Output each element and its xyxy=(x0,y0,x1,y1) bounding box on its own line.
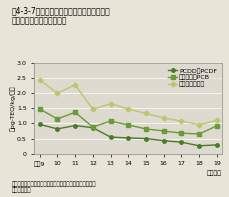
コプラナーPCB xyxy=(180,132,183,134)
Line: コプラナーPCB: コプラナーPCB xyxy=(38,107,218,136)
コプラナーPCB xyxy=(56,118,59,120)
PCDD＋PCDF xyxy=(180,141,183,143)
ダイオキシン類 xyxy=(144,112,147,115)
ダイオキシン類 xyxy=(127,108,130,110)
PCDD＋PCDF xyxy=(127,137,130,139)
コプラナーPCB xyxy=(38,108,41,110)
ダイオキシン類 xyxy=(38,78,41,81)
コプラナーPCB xyxy=(144,128,147,130)
ダイオキシン類 xyxy=(91,108,94,111)
PCDD＋PCDF xyxy=(144,137,147,140)
Legend: PCDD＋PCDF, コプラナーPCB, ダイオキシン類: PCDD＋PCDF, コプラナーPCB, ダイオキシン類 xyxy=(166,66,219,89)
Line: ダイオキシン類: ダイオキシン類 xyxy=(38,78,218,126)
PCDD＋PCDF xyxy=(91,126,94,129)
PCDD＋PCDF xyxy=(56,128,59,130)
ダイオキシン類 xyxy=(56,92,59,94)
Line: PCDD＋PCDF: PCDD＋PCDF xyxy=(38,123,218,148)
コプラナーPCB xyxy=(74,111,76,113)
Text: （年度）: （年度） xyxy=(207,170,222,176)
コプラナーPCB xyxy=(162,130,165,132)
ダイオキシン類 xyxy=(109,103,112,105)
PCDD＋PCDF xyxy=(74,124,76,127)
ダイオキシン類 xyxy=(74,84,76,86)
コプラナーPCB xyxy=(127,124,130,126)
ダイオキシン類 xyxy=(180,120,183,122)
PCDD＋PCDF xyxy=(198,145,200,147)
ダイオキシン類 xyxy=(215,119,218,122)
PCDD＋PCDF xyxy=(38,123,41,125)
コプラナーPCB xyxy=(215,125,218,127)
コプラナーPCB xyxy=(91,126,94,128)
ダイオキシン類 xyxy=(162,117,165,119)
PCDD＋PCDF xyxy=(215,144,218,146)
コプラナーPCB xyxy=(109,120,112,122)
Text: 資料：厚生労働省「食品からのダイオキシン類一日摂取量
　　　調査」: 資料：厚生労働省「食品からのダイオキシン類一日摂取量 調査」 xyxy=(11,181,96,193)
PCDD＋PCDF xyxy=(162,139,165,142)
PCDD＋PCDF xyxy=(109,136,112,138)
Text: 図4-3-7　食品からのダイオキシン類の一日
　　　　摂取量の経年変化: 図4-3-7 食品からのダイオキシン類の一日 摂取量の経年変化 xyxy=(11,6,110,25)
Y-axis label: （pg-TEQ/kg/日）: （pg-TEQ/kg/日） xyxy=(10,85,15,131)
ダイオキシン類 xyxy=(198,124,200,126)
コプラナーPCB xyxy=(198,133,200,135)
